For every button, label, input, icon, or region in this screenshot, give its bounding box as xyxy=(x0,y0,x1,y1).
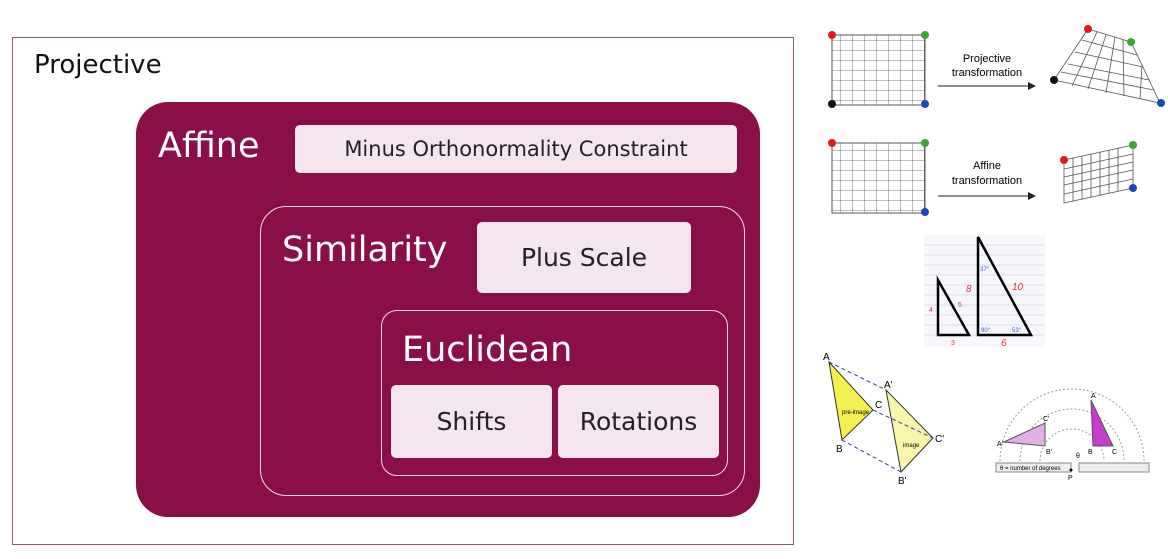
affine-title: Affine xyxy=(158,126,260,166)
svg-text:θ: θ xyxy=(1076,453,1080,460)
svg-text:pre-image: pre-image xyxy=(842,410,870,416)
svg-text:θ = number of degrees: θ = number of degrees xyxy=(1000,466,1061,472)
svg-text:B': B' xyxy=(898,476,907,487)
similar-triangles-figure: 4 5 3 8 10 6 37° 53° 90° xyxy=(924,235,1045,349)
similarity-title: Similarity xyxy=(282,230,448,270)
svg-text:image: image xyxy=(903,443,920,449)
svg-text:5: 5 xyxy=(958,302,962,309)
projective-frame xyxy=(12,37,794,545)
svg-text:10: 10 xyxy=(1012,282,1024,293)
svg-text:8: 8 xyxy=(966,284,972,295)
similarity-box xyxy=(260,206,745,496)
svg-text:C: C xyxy=(875,400,882,411)
projective-result-grid xyxy=(1050,25,1165,107)
euclidean-title: Euclidean xyxy=(402,330,573,370)
source-grid-affine xyxy=(828,139,929,216)
euclidean-box xyxy=(381,310,728,476)
affine-label-2: transformation xyxy=(952,175,1022,187)
source-grid-projective xyxy=(828,31,929,108)
svg-text:3: 3 xyxy=(951,340,955,347)
svg-text:A': A' xyxy=(884,380,893,391)
svg-text:90°: 90° xyxy=(981,328,991,334)
svg-text:B': B' xyxy=(1046,449,1052,456)
svg-text:P: P xyxy=(1068,475,1073,482)
svg-text:6: 6 xyxy=(1001,338,1007,349)
svg-text:C: C xyxy=(1112,449,1117,456)
rotation-figure: θ = number of degrees A B C A' B' C' P θ xyxy=(995,388,1150,482)
rotations-box: Rotations xyxy=(558,385,719,458)
svg-text:A': A' xyxy=(997,441,1003,448)
svg-text:C': C' xyxy=(935,434,944,445)
svg-text:B: B xyxy=(836,444,843,455)
projective-label-1: Projective xyxy=(963,53,1011,65)
svg-text:53°: 53° xyxy=(1012,328,1022,334)
svg-text:4: 4 xyxy=(929,307,933,314)
affine-note: Minus Orthonormality Constraint xyxy=(295,125,737,173)
affine-result-grid xyxy=(1060,141,1137,204)
svg-text:A: A xyxy=(1091,393,1096,400)
translation-figure: A B C A' B' C' pre-image image xyxy=(823,352,944,487)
projective-label-2: transformation xyxy=(952,67,1022,79)
svg-text:37°: 37° xyxy=(980,267,990,273)
projective-title: Projective xyxy=(34,50,162,80)
svg-text:A: A xyxy=(823,352,830,363)
similarity-note: Plus Scale xyxy=(477,222,691,293)
affine-label-1: Affine xyxy=(973,160,1001,172)
shifts-box: Shifts xyxy=(391,385,552,458)
svg-text:B: B xyxy=(1088,449,1093,456)
svg-text:C': C' xyxy=(1043,416,1049,423)
